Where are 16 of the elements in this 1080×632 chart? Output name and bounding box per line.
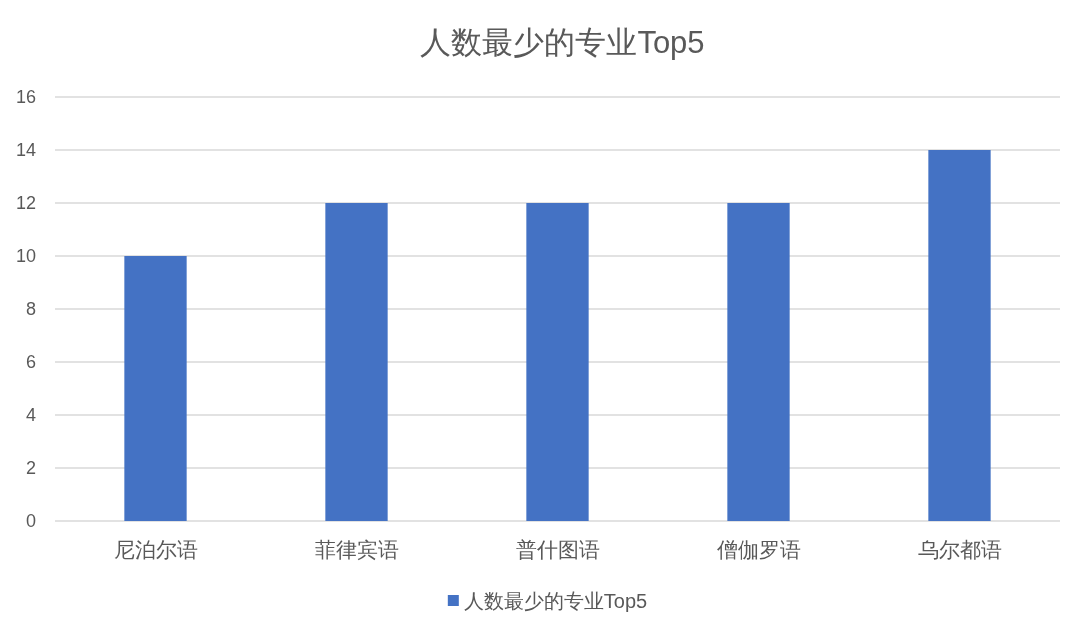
y-tick-label: 16 — [15, 87, 36, 107]
x-tick-label: 尼泊尔语 — [113, 538, 198, 561]
y-tick-label: 4 — [26, 405, 36, 425]
y-tick-label: 10 — [15, 246, 36, 266]
x-tick-label: 普什图语 — [515, 538, 600, 561]
y-tick-label: 8 — [26, 299, 36, 319]
title: 人数最少的专业Top5 — [420, 25, 705, 60]
y-tick-label: 2 — [26, 458, 36, 478]
y-tick-label: 12 — [15, 193, 36, 213]
legend-label: 人数最少的专业Top5 — [463, 590, 648, 612]
x-tick-label: 菲律宾语 — [314, 538, 399, 561]
y-tick-label: 6 — [26, 352, 36, 372]
y-tick-label: 14 — [15, 140, 36, 160]
x-tick-label: 僧伽罗语 — [716, 538, 801, 561]
y-tick-label: 0 — [26, 511, 36, 531]
x-tick-label: 乌尔都语 — [917, 538, 1002, 561]
